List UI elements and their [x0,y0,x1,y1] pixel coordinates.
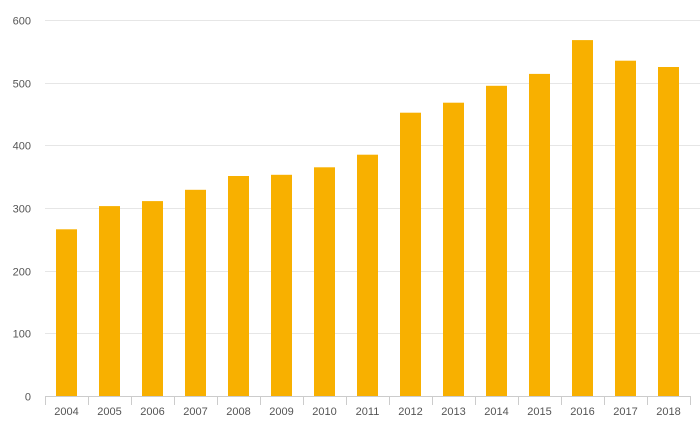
x-tick-label: 2004 [54,406,78,418]
bar-2011 [357,154,378,396]
x-tick-label: 2014 [484,406,508,418]
bar-2008 [228,176,249,396]
y-tick-label: 100 [13,329,31,341]
y-tick-label: 500 [13,79,31,91]
x-tick-label: 2011 [356,406,380,418]
x-tick-label: 2006 [140,406,164,418]
bars [56,40,679,397]
bar-2012 [400,112,421,396]
x-tick-label: 2012 [398,406,422,418]
y-tick-label: 0 [25,392,31,404]
x-tick-label: 2018 [656,406,680,418]
y-tick-label: 200 [13,267,31,279]
x-tick-label: 2017 [613,406,637,418]
bar-2015 [529,73,550,397]
y-tick-label: 600 [13,16,31,28]
axes [45,396,691,405]
x-tick-label: 2009 [269,406,293,418]
x-tick-label: 2016 [570,406,594,418]
x-tick-label: 2005 [97,406,121,418]
bar-2014 [486,85,507,397]
bar-2016 [572,40,593,396]
bar-2010 [314,167,335,396]
x-tick-label: 2015 [527,406,551,418]
y-tick-labels: 0 100 200 300 400 500 600 [13,16,31,404]
x-tick-label: 2010 [312,406,336,418]
bar-2006 [142,201,163,396]
y-tick-label: 400 [13,141,31,153]
bar-2013 [443,102,464,396]
bar-2005 [99,206,120,396]
x-tick-labels: 2004 2005 2006 2007 2008 2009 2010 2011 2012 2013… [54,406,680,418]
bar-2018 [658,67,679,396]
x-tick-label: 2013 [441,406,465,418]
x-tick-label: 2007 [183,406,207,418]
bar-2009 [271,174,292,396]
x-tick-label: 2008 [226,406,250,418]
y-tick-label: 300 [13,204,31,216]
bar-2017 [615,60,636,396]
bar-2004 [56,229,77,396]
bar-2007 [185,189,206,396]
